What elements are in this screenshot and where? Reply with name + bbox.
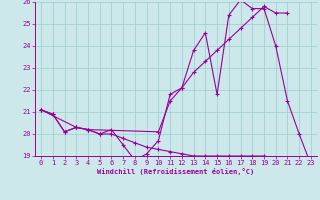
X-axis label: Windchill (Refroidissement éolien,°C): Windchill (Refroidissement éolien,°C) <box>97 168 255 175</box>
